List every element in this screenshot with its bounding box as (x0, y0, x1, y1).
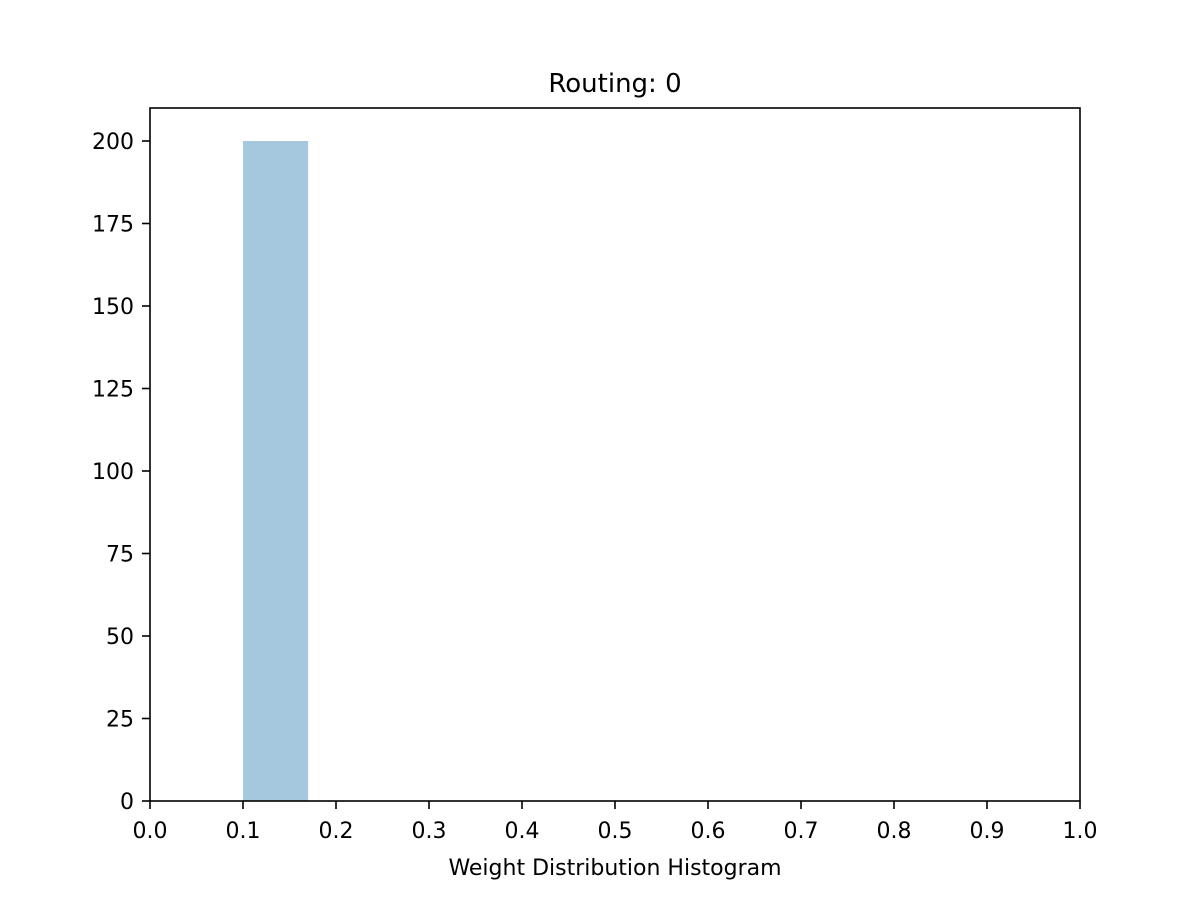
x-tick-label: 0.2 (319, 819, 354, 844)
x-axis: 0.0 0.1 0.2 0.3 0.4 0.5 0.6 0.7 0.8 0.9 1.0 (133, 801, 1098, 844)
y-tick-label: 200 (92, 130, 134, 155)
bars-group (243, 141, 309, 801)
y-tick-label: 175 (92, 213, 134, 238)
histogram-bar (243, 141, 309, 801)
y-tick-label: 100 (92, 460, 134, 485)
x-tick-label: 0.6 (691, 819, 726, 844)
y-tick-label: 75 (106, 543, 134, 568)
x-tick-label: 1.0 (1063, 819, 1098, 844)
x-tick-label: 0.1 (226, 819, 261, 844)
y-tick-label: 25 (106, 708, 134, 733)
x-tick-label: 0.0 (133, 819, 168, 844)
x-tick-label: 0.4 (505, 819, 540, 844)
x-tick-label: 0.8 (877, 819, 912, 844)
y-tick-label: 125 (92, 378, 134, 403)
x-axis-label: Weight Distribution Histogram (448, 856, 781, 881)
x-tick-label: 0.3 (412, 819, 447, 844)
chart-title: Routing: 0 (548, 69, 681, 99)
x-tick-label: 0.7 (784, 819, 819, 844)
y-tick-label: 150 (92, 295, 134, 320)
y-tick-label: 0 (120, 790, 134, 815)
y-axis: 0 25 50 75 100 125 150 175 200 (92, 130, 150, 815)
x-tick-label: 0.9 (970, 819, 1005, 844)
x-tick-label: 0.5 (598, 819, 633, 844)
plot-frame (149, 107, 1081, 802)
y-tick-label: 50 (106, 625, 134, 650)
